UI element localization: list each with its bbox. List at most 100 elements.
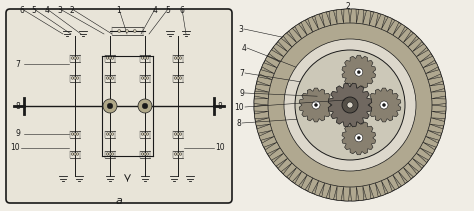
Circle shape: [141, 133, 144, 135]
Circle shape: [284, 39, 416, 171]
Circle shape: [71, 133, 74, 135]
Circle shape: [106, 77, 109, 79]
Circle shape: [315, 104, 318, 107]
Text: 5: 5: [165, 6, 171, 15]
Circle shape: [111, 77, 114, 79]
Text: 2: 2: [345, 1, 350, 11]
Circle shape: [76, 153, 79, 155]
Circle shape: [109, 57, 111, 59]
Circle shape: [177, 77, 179, 79]
Circle shape: [118, 30, 121, 32]
Text: 9: 9: [239, 88, 244, 97]
Text: 10: 10: [10, 143, 20, 153]
Circle shape: [174, 57, 177, 59]
Circle shape: [177, 153, 179, 155]
Circle shape: [144, 153, 146, 155]
Circle shape: [103, 99, 117, 113]
Text: a: a: [116, 196, 122, 206]
Circle shape: [109, 153, 111, 155]
Circle shape: [74, 77, 76, 79]
Circle shape: [179, 57, 182, 59]
Circle shape: [74, 153, 76, 155]
Circle shape: [146, 153, 149, 155]
Text: 7: 7: [239, 69, 244, 77]
Circle shape: [76, 133, 79, 135]
Polygon shape: [367, 88, 401, 122]
Circle shape: [177, 133, 179, 135]
Text: 4: 4: [45, 6, 49, 15]
Circle shape: [138, 99, 152, 113]
Text: 4: 4: [241, 43, 246, 53]
Text: 6: 6: [180, 6, 184, 15]
Circle shape: [126, 30, 128, 32]
Text: 9: 9: [16, 130, 20, 138]
Circle shape: [71, 57, 74, 59]
Circle shape: [355, 68, 363, 76]
Circle shape: [133, 30, 136, 32]
Circle shape: [106, 153, 109, 155]
Circle shape: [109, 77, 111, 79]
Circle shape: [144, 57, 146, 59]
Circle shape: [312, 101, 320, 109]
Text: 2: 2: [70, 6, 74, 15]
Circle shape: [111, 153, 114, 155]
Circle shape: [295, 50, 405, 160]
Circle shape: [179, 153, 182, 155]
Circle shape: [146, 133, 149, 135]
Circle shape: [174, 153, 177, 155]
Circle shape: [74, 57, 76, 59]
Polygon shape: [328, 83, 372, 127]
Circle shape: [141, 153, 144, 155]
Circle shape: [268, 23, 432, 187]
Circle shape: [174, 77, 177, 79]
Circle shape: [106, 133, 109, 135]
Polygon shape: [299, 88, 333, 122]
Text: 8: 8: [16, 101, 20, 111]
Circle shape: [111, 57, 114, 59]
Circle shape: [109, 133, 111, 135]
Polygon shape: [284, 39, 416, 171]
Circle shape: [76, 77, 79, 79]
Circle shape: [106, 57, 109, 59]
Circle shape: [357, 136, 360, 139]
Polygon shape: [254, 9, 446, 201]
FancyBboxPatch shape: [6, 9, 232, 203]
Text: 3: 3: [57, 6, 63, 15]
Circle shape: [380, 101, 388, 109]
Circle shape: [355, 134, 363, 142]
Circle shape: [74, 133, 76, 135]
Circle shape: [174, 133, 177, 135]
Circle shape: [71, 153, 74, 155]
Circle shape: [342, 97, 358, 113]
Circle shape: [179, 77, 182, 79]
Circle shape: [254, 9, 446, 201]
Circle shape: [146, 57, 149, 59]
Text: 7: 7: [16, 60, 20, 69]
Text: 3: 3: [238, 24, 243, 34]
Circle shape: [177, 57, 179, 59]
Circle shape: [107, 103, 113, 109]
Circle shape: [144, 77, 146, 79]
Circle shape: [76, 57, 79, 59]
Circle shape: [347, 102, 353, 108]
Text: 10: 10: [215, 143, 225, 153]
Circle shape: [111, 133, 114, 135]
Circle shape: [357, 71, 360, 74]
Circle shape: [144, 133, 146, 135]
Text: 8: 8: [236, 119, 241, 127]
Circle shape: [142, 103, 148, 109]
Text: 1: 1: [117, 6, 121, 15]
Circle shape: [383, 104, 385, 107]
Text: 8: 8: [218, 101, 222, 111]
Circle shape: [141, 57, 144, 59]
Text: 10: 10: [234, 103, 244, 111]
Polygon shape: [342, 55, 376, 89]
Text: 6: 6: [19, 6, 25, 15]
Circle shape: [71, 77, 74, 79]
Circle shape: [179, 133, 182, 135]
Circle shape: [146, 77, 149, 79]
Circle shape: [284, 39, 416, 171]
Circle shape: [252, 7, 448, 203]
Text: 4: 4: [153, 6, 157, 15]
Polygon shape: [342, 121, 376, 155]
